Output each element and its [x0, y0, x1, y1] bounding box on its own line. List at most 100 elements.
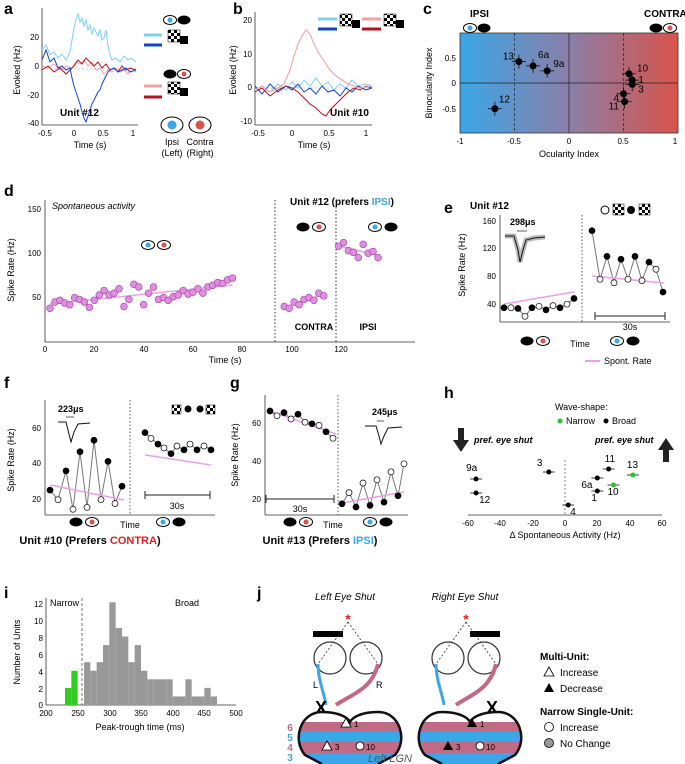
f-points-fit — [144, 454, 212, 466]
i-bar — [210, 696, 217, 705]
f-points-point — [97, 496, 105, 504]
c-point-label: 9a — [553, 59, 565, 70]
j-star-right: * — [463, 611, 469, 627]
c-point-label: 11 — [609, 102, 620, 113]
g-points-fit — [341, 491, 405, 504]
d-point — [374, 253, 382, 262]
e-points-point — [631, 253, 639, 260]
h-point-label: 6a — [581, 480, 593, 491]
h-point-label: 1 — [591, 493, 597, 504]
i-bar — [115, 627, 122, 705]
g-points-point — [273, 412, 281, 420]
i-ytick-4: 8 — [39, 634, 44, 643]
b-ytick-2: 0 — [248, 83, 253, 92]
a-legend-ipsi: Ipsi — [165, 137, 179, 147]
i-bar — [172, 696, 179, 705]
d-spont-label: Spontaneous activity — [52, 201, 136, 211]
a-ylabel: Evoked (Hz) — [12, 45, 22, 95]
g-points-point — [322, 428, 330, 436]
d-point — [90, 296, 99, 304]
e-points-point — [596, 275, 604, 283]
e-points-point — [542, 306, 550, 314]
f-points-point — [141, 429, 149, 436]
f-time-label: Time — [120, 520, 140, 530]
f-points-point — [154, 440, 162, 448]
h-left-label: pref. eye shut — [473, 435, 534, 445]
e-points-point — [549, 302, 557, 309]
panel-b-letter: b — [233, 1, 243, 18]
h-arrow-down-icon — [453, 428, 469, 452]
e-stim-icons — [600, 203, 651, 216]
d-ylabel: Spike Rate (Hz) — [6, 238, 16, 302]
panel-c: c IPSI CONTRA 0.5 0 -0.5 -1 -0.5 0 0.5 1… — [423, 1, 685, 159]
b-xtick-1: 0 — [290, 129, 295, 138]
c-point — [621, 98, 629, 106]
d-point — [100, 286, 108, 295]
f-scale-label: 30s — [170, 501, 185, 511]
b-xtick-2: 0.5 — [323, 129, 335, 138]
c-ipsi-label: IPSI — [470, 9, 489, 20]
e-points-fit — [503, 291, 575, 305]
b-xtick-0: -0.5 — [251, 129, 265, 138]
i-xtick-3: 350 — [134, 709, 148, 718]
svg-text:3: 3 — [335, 743, 340, 752]
i-bar — [198, 696, 205, 705]
a-ytick-2: -20 — [27, 91, 39, 100]
f-points-point — [83, 503, 91, 511]
i-xtick-4: 400 — [166, 709, 180, 718]
f-caption: Unit #10 (Prefers CONTRA) — [19, 535, 161, 547]
i-bar — [166, 679, 173, 705]
e-points-point — [610, 279, 618, 287]
f-points-point — [180, 446, 188, 454]
panel-g-letter: g — [230, 375, 240, 392]
c-point — [628, 80, 636, 88]
e-points-point — [521, 312, 529, 320]
panel-e: e Unit #12 298μs 160 120 80 40 Spike Rat… — [444, 200, 670, 366]
i-ytick-6: 12 — [34, 600, 43, 609]
i-bar — [134, 645, 141, 705]
a-ytick-1: 0 — [35, 62, 40, 71]
c-xtick-0: -1 — [456, 137, 464, 146]
h-point-label: 12 — [479, 495, 491, 506]
d-point — [139, 301, 148, 309]
d-point — [285, 304, 293, 312]
e-ytick-2: 80 — [487, 272, 496, 281]
g-ytick-1: 40 — [252, 457, 261, 466]
f-points-point — [118, 482, 126, 490]
a-trace-ipsi-dark — [41, 48, 137, 124]
g-points-point — [345, 489, 353, 496]
i-bar — [90, 670, 97, 705]
e-points-trace — [591, 230, 664, 293]
c-ylabel: Binocularity Index — [424, 47, 434, 119]
e-points-point — [624, 275, 632, 283]
j-layer-numbers: 6 5 4 3 — [287, 723, 293, 764]
e-points-point — [528, 304, 536, 312]
b-trace-ipsi-light — [254, 77, 373, 93]
i-bar — [109, 602, 116, 705]
j-lgn-label: Left LGN — [368, 753, 412, 764]
c-contra-label: CONTRA — [644, 9, 685, 20]
g-points-point — [338, 500, 346, 508]
d-point — [218, 279, 227, 288]
i-xtick-6: 500 — [229, 709, 243, 718]
e-points-point — [617, 255, 625, 263]
i-ytick-2: 4 — [39, 668, 44, 677]
j-nochange-label: No Change — [560, 739, 611, 750]
j-layer-3: 3 — [287, 753, 293, 764]
b-trace-contra-light — [254, 29, 373, 93]
a-trace-contra-dark — [41, 57, 137, 75]
e-points-point — [588, 227, 596, 235]
h-xtick-1: -40 — [494, 519, 506, 528]
i-bar — [179, 696, 186, 705]
c-ytick-2: -0.5 — [442, 105, 456, 114]
d-xtick-6: 120 — [334, 345, 348, 354]
g-points-point — [387, 468, 395, 476]
h-xtick-0: -60 — [462, 519, 474, 528]
f-stim-icons — [171, 404, 216, 415]
g-points-point — [394, 492, 402, 500]
d-point — [194, 285, 202, 293]
e-wave-label: 298μs — [510, 217, 536, 227]
e-ytick-0: 160 — [483, 217, 497, 226]
a-legend-contra-sub: (Right) — [186, 148, 213, 158]
